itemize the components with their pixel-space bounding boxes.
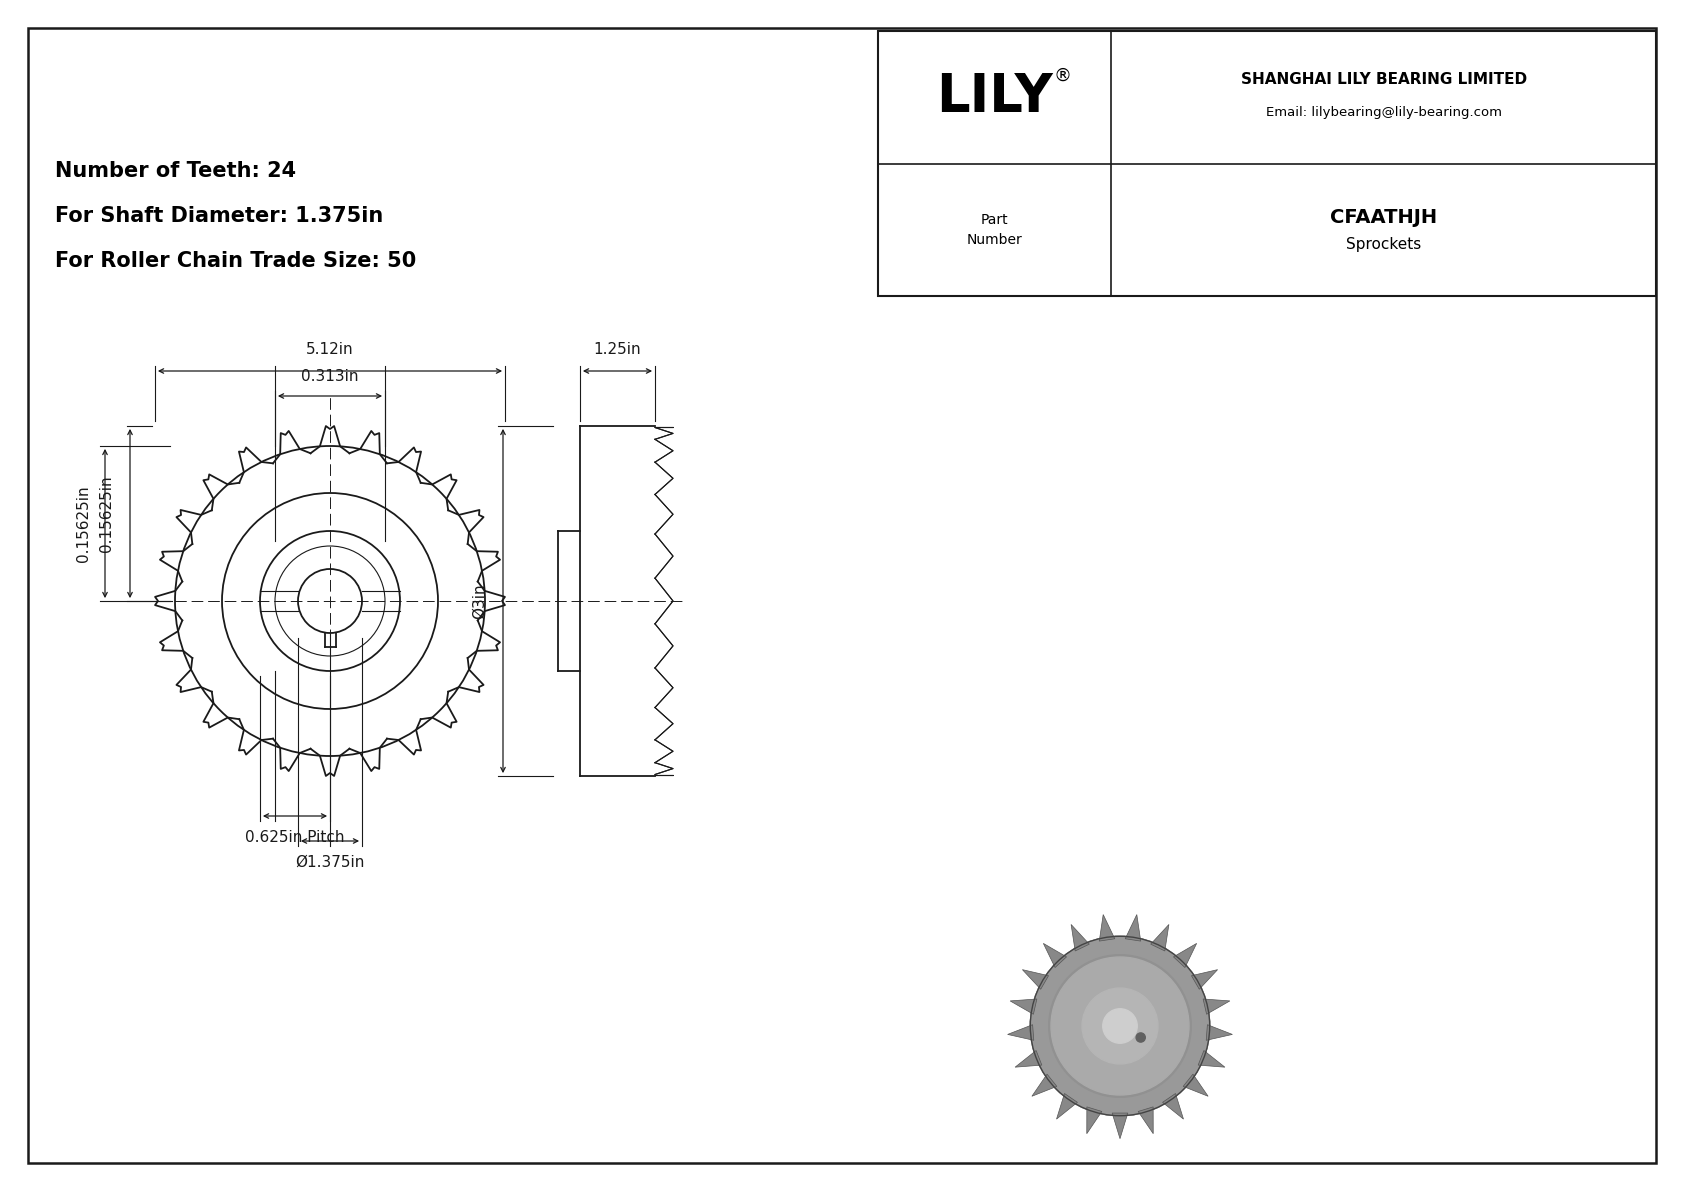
Circle shape	[1063, 973, 1150, 1060]
Circle shape	[1051, 958, 1189, 1095]
Circle shape	[1103, 1009, 1137, 1043]
Text: CFAATHJH: CFAATHJH	[1330, 208, 1436, 227]
Polygon shape	[1015, 1050, 1042, 1067]
Polygon shape	[1032, 1074, 1058, 1096]
Polygon shape	[1192, 969, 1218, 990]
Polygon shape	[1162, 1093, 1184, 1120]
Polygon shape	[1056, 1093, 1078, 1120]
Polygon shape	[1184, 1074, 1207, 1096]
Text: Number of Teeth: 24: Number of Teeth: 24	[56, 161, 296, 181]
Text: Part: Part	[980, 213, 1009, 226]
Polygon shape	[1138, 1106, 1154, 1134]
Text: For Roller Chain Trade Size: 50: For Roller Chain Trade Size: 50	[56, 251, 416, 272]
Text: Number: Number	[967, 232, 1022, 247]
Polygon shape	[1044, 943, 1066, 967]
Polygon shape	[1086, 1106, 1101, 1134]
Polygon shape	[1125, 915, 1140, 941]
Text: Email: lilybearing@lily-bearing.com: Email: lilybearing@lily-bearing.com	[1266, 106, 1502, 119]
Text: LILY: LILY	[936, 71, 1052, 123]
Polygon shape	[1150, 924, 1169, 950]
Circle shape	[1100, 1006, 1140, 1046]
Text: 5.12in: 5.12in	[306, 342, 354, 357]
Text: 0.15625in: 0.15625in	[99, 475, 115, 551]
Bar	[877, 31, 1655, 297]
Polygon shape	[1071, 924, 1090, 950]
Circle shape	[1031, 936, 1209, 1116]
Polygon shape	[1022, 969, 1049, 990]
Polygon shape	[1199, 1050, 1224, 1067]
Circle shape	[1079, 986, 1160, 1066]
Circle shape	[1083, 989, 1159, 1064]
Text: ®: ®	[1054, 67, 1071, 85]
Polygon shape	[1202, 999, 1229, 1015]
Circle shape	[1031, 936, 1209, 1116]
Text: Sprockets: Sprockets	[1346, 237, 1421, 252]
Text: For Shaft Diameter: 1.375in: For Shaft Diameter: 1.375in	[56, 206, 384, 226]
Text: Ø1.375in: Ø1.375in	[295, 855, 365, 869]
Text: 0.313in: 0.313in	[301, 369, 359, 384]
Polygon shape	[1100, 915, 1115, 941]
Polygon shape	[1007, 1024, 1034, 1040]
Polygon shape	[1206, 1024, 1233, 1040]
Circle shape	[1137, 1033, 1145, 1042]
Text: SHANGHAI LILY BEARING LIMITED: SHANGHAI LILY BEARING LIMITED	[1241, 71, 1527, 87]
Text: 1.25in: 1.25in	[594, 342, 642, 357]
Text: 0.625in Pitch: 0.625in Pitch	[246, 830, 345, 844]
Text: Ø3in: Ø3in	[472, 584, 487, 619]
Polygon shape	[1174, 943, 1197, 967]
Text: 0.15625in: 0.15625in	[76, 485, 91, 562]
Polygon shape	[1010, 999, 1037, 1015]
Polygon shape	[1111, 1114, 1128, 1139]
Circle shape	[1049, 955, 1191, 1097]
